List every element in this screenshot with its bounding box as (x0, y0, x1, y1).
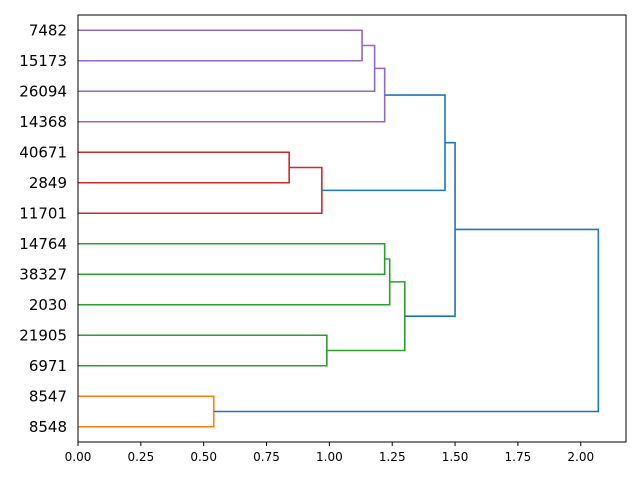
leaf-label-38327: 38327 (19, 265, 67, 283)
link-m11 (404, 141, 456, 317)
leaf-label-2030: 2030 (29, 296, 67, 314)
link-m12 (78, 395, 215, 428)
link-m5 (78, 166, 323, 215)
x-tick-label: 0.75 (253, 450, 280, 464)
x-tick-label: 0.00 (65, 450, 92, 464)
dendrogram-links (78, 29, 600, 428)
link-m1 (78, 29, 363, 62)
x-tick-label: 2.00 (567, 450, 594, 464)
leaf-label-8548: 8548 (29, 418, 67, 436)
leaf-label-40671: 40671 (19, 143, 67, 161)
leaf-label-14368: 14368 (19, 113, 67, 131)
link-m4 (78, 151, 290, 184)
leaf-label-15173: 15173 (19, 52, 67, 70)
link-m6 (321, 94, 446, 192)
leaf-label-7482: 7482 (29, 21, 67, 39)
x-tick-label: 1.00 (316, 450, 343, 464)
leaf-label-11701: 11701 (19, 204, 67, 222)
link-m8 (78, 258, 391, 306)
link-m13 (213, 228, 600, 413)
leaf-label-6971: 6971 (29, 357, 67, 375)
link-m2 (78, 44, 376, 93)
plot-frame (77, 14, 627, 443)
leaf-label-8547: 8547 (29, 387, 67, 405)
leaf-labels: 7482 15173 26094 14368 40671 2849 11701 14764 38… (19, 21, 67, 436)
x-axis-ticks: 0.00 0.25 0.50 0.75 1.00 1.25 1.50 1.75 2.00 (65, 442, 594, 464)
link-m10 (326, 281, 406, 352)
leaf-label-26094: 26094 (19, 82, 67, 100)
x-tick-label: 1.75 (505, 450, 532, 464)
leaf-label-21905: 21905 (19, 326, 67, 344)
leaf-label-14764: 14764 (19, 235, 67, 253)
link-m3 (78, 67, 386, 123)
x-tick-label: 1.50 (442, 450, 469, 464)
leaf-label-2849: 2849 (29, 174, 67, 192)
x-tick-label: 0.50 (190, 450, 217, 464)
link-m9 (78, 334, 328, 367)
x-tick-label: 1.25 (379, 450, 406, 464)
x-tick-label: 0.25 (127, 450, 154, 464)
link-m7 (78, 242, 386, 276)
